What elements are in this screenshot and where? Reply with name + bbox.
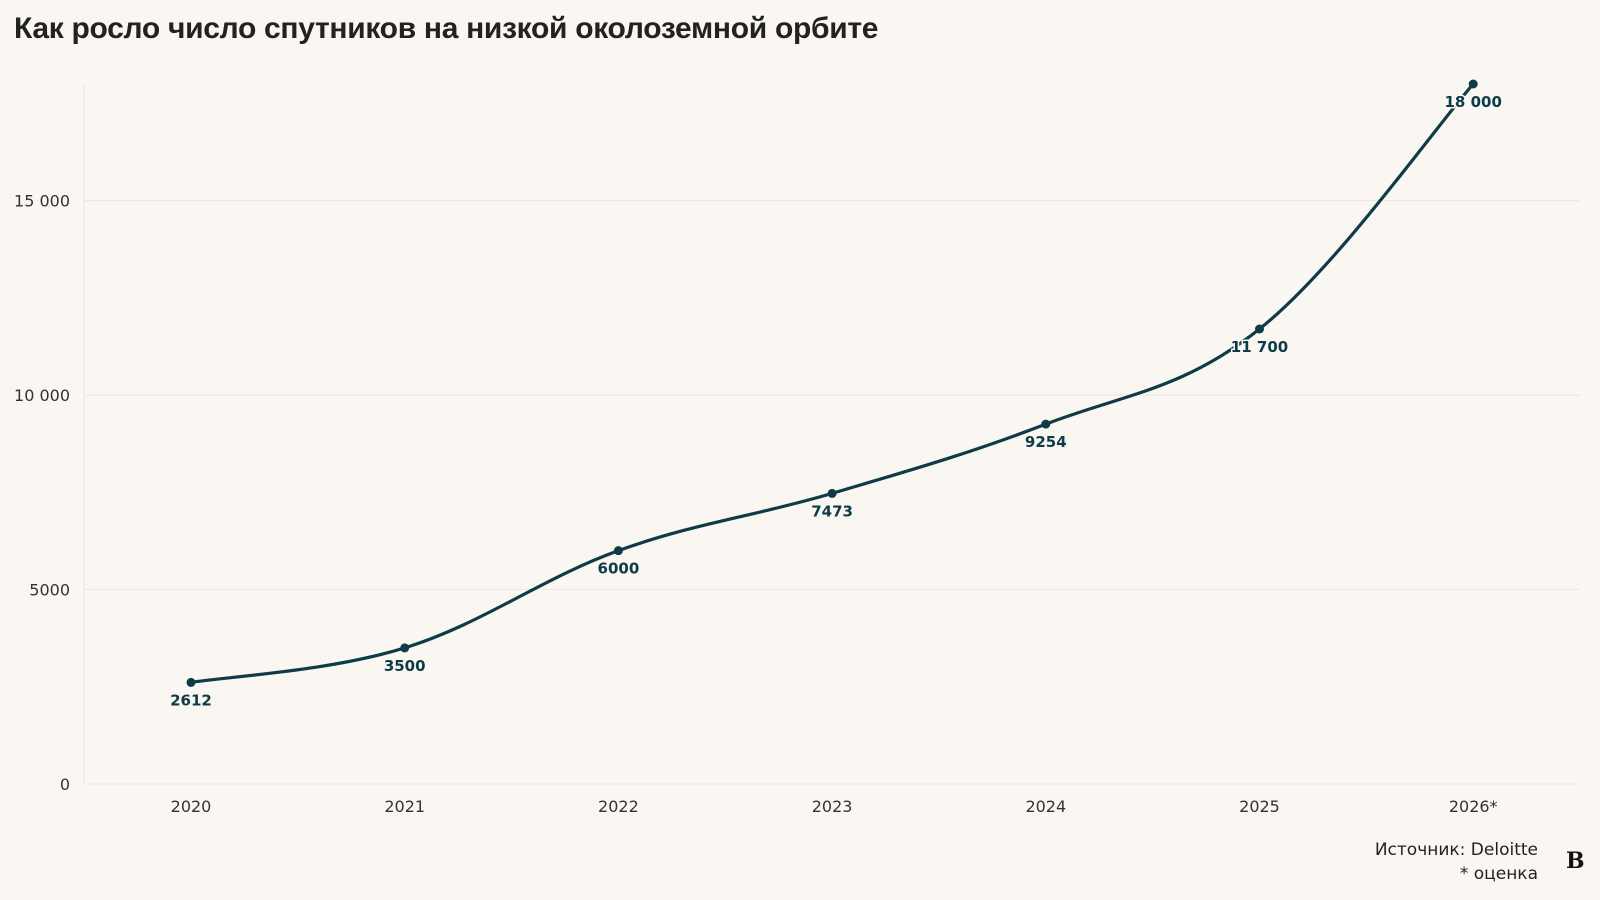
- publisher-logo: B: [1566, 848, 1585, 874]
- x-tick-label: 2020: [171, 797, 212, 816]
- data-points: [186, 79, 1478, 687]
- data-point: [186, 677, 196, 687]
- axes: [83, 84, 1580, 785]
- data-label: 6000: [598, 560, 640, 578]
- x-tick-label: 2022: [598, 797, 639, 816]
- gridlines: [84, 200, 1580, 591]
- series-line: [189, 82, 1475, 685]
- x-tick-label: 2024: [1025, 797, 1066, 816]
- data-point: [613, 546, 623, 556]
- data-label: 18 000: [1444, 93, 1501, 111]
- data-point: [827, 488, 837, 498]
- estimate-note: * оценка: [1459, 864, 1538, 884]
- source-note: Источник: Deloitte: [1374, 840, 1538, 860]
- data-point: [400, 643, 410, 653]
- y-tick-label: 0: [60, 775, 70, 794]
- data-point: [1468, 79, 1478, 89]
- x-tick-label: 2021: [384, 797, 425, 816]
- data-label: 3500: [384, 657, 426, 675]
- data-label: 7473: [811, 502, 853, 520]
- x-axis-ticks: 2020 2021 2022 2023 2024 2025 2026*: [171, 797, 1498, 816]
- x-tick-label: 2026*: [1449, 797, 1498, 816]
- data-point: [1255, 324, 1264, 334]
- y-tick-label: 15 000: [14, 192, 70, 211]
- series-line-group: [189, 82, 1475, 685]
- data-label: 2612: [170, 691, 212, 709]
- data-point: [1041, 419, 1051, 429]
- data-labels: 2612 3500 6000 7473 9254 11 700 18 000: [169, 92, 1504, 711]
- data-label: 9254: [1025, 433, 1067, 451]
- x-tick-label: 2023: [812, 797, 853, 816]
- data-label: 11 700: [1231, 338, 1288, 356]
- x-tick-label: 2025: [1239, 797, 1280, 816]
- y-axis-ticks: 0 5000 10 000 15 000: [14, 192, 70, 794]
- y-tick-label: 10 000: [14, 386, 70, 405]
- chart-title: Как росло число спутников на низкой окол…: [14, 12, 879, 45]
- chart-footer: Источник: Deloitte * оценка: [1375, 838, 1538, 886]
- y-tick-label: 5000: [29, 581, 70, 600]
